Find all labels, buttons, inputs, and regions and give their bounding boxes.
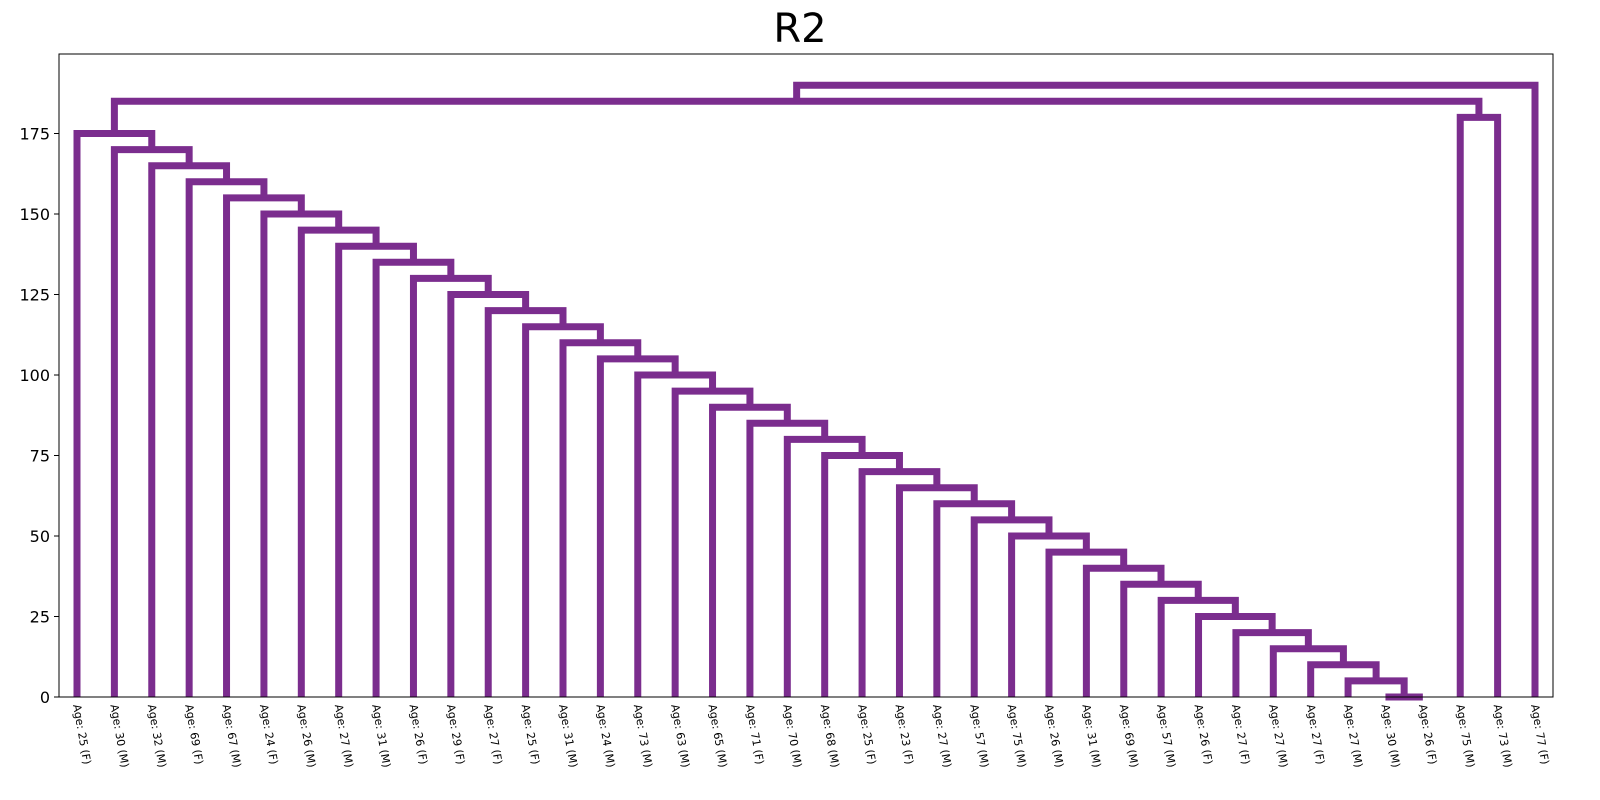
dendrogram-link: [1456, 113, 1502, 697]
leaf-label: Age: 71 (F): [743, 703, 766, 765]
leaf-label: Age: 27 (F): [1229, 703, 1252, 765]
leaf-label: Age: 77 (F): [1528, 703, 1551, 765]
leaf-label: Age: 26 (M): [294, 703, 318, 768]
leaf-label: Age: 68 (M): [818, 703, 842, 768]
y-tick-label: 25: [30, 608, 50, 627]
leaf-label: Age: 24 (F): [257, 703, 280, 765]
leaf-label: Age: 67 (M): [220, 703, 244, 768]
y-tick-label: 150: [19, 205, 50, 224]
leaf-label: Age: 23 (F): [893, 703, 916, 765]
dendrogram-links: [73, 81, 1539, 701]
leaf-label: Age: 73 (M): [631, 703, 655, 768]
leaf-label: Age: 25 (F): [855, 703, 878, 765]
leaf-label: Age: 63 (M): [668, 703, 692, 768]
y-tick-label: 0: [40, 688, 50, 707]
leaf-label: Age: 70 (M): [780, 703, 804, 768]
leaf-label: Age: 27 (M): [332, 703, 356, 768]
y-tick-label: 75: [30, 447, 50, 466]
leaf-label: Age: 26 (F): [407, 703, 430, 765]
plot-frame: [58, 53, 1554, 698]
leaf-label: Age: 75 (M): [1453, 703, 1477, 768]
leaf-label: Age: 30 (M): [107, 703, 131, 768]
leaf-label: Age: 31 (M): [556, 703, 580, 768]
leaf-label: Age: 69 (F): [182, 703, 205, 765]
leaf-label: Age: 57 (M): [967, 703, 991, 768]
y-axis: 0 25 50 75 100 125 150 175: [19, 125, 59, 707]
leaf-label: Age: 27 (M): [930, 703, 954, 768]
leaf-label: Age: 27 (F): [481, 703, 504, 765]
leaf-label: Age: 73 (M): [1491, 703, 1515, 768]
leaf-label: Age: 27 (F): [1304, 703, 1327, 765]
y-tick-label: 125: [19, 286, 50, 305]
leaf-label: Age: 25 (F): [70, 703, 93, 765]
leaf-label: Age: 69 (M): [1117, 703, 1141, 768]
leaf-label: Age: 24 (M): [593, 703, 617, 768]
x-axis: Age: 25 (F) Age: 30 (M) Age: 32 (M) Age: 69…: [70, 703, 1551, 768]
leaf-label: Age: 57 (M): [1154, 703, 1178, 768]
leaf-label: Age: 30 (M): [1379, 703, 1403, 768]
leaf-label: Age: 25 (F): [519, 703, 542, 765]
leaf-label: Age: 75 (M): [1005, 703, 1029, 768]
leaf-label: Age: 26 (M): [1042, 703, 1066, 768]
dendrogram-link: [110, 97, 1483, 134]
y-tick-label: 100: [19, 366, 50, 385]
leaf-label: Age: 32 (M): [145, 703, 169, 768]
leaf-label: Age: 65 (M): [706, 703, 730, 768]
leaf-label: Age: 31 (M): [369, 703, 393, 768]
leaf-label: Age: 29 (F): [444, 703, 467, 765]
leaf-label: Age: 26 (F): [1192, 703, 1215, 765]
y-tick-label: 50: [30, 527, 50, 546]
leaf-label: Age: 26 (F): [1416, 703, 1439, 765]
leaf-label: Age: 31 (M): [1079, 703, 1103, 768]
chart-title: R2: [773, 6, 827, 52]
leaf-label: Age: 27 (M): [1266, 703, 1290, 768]
y-tick-label: 175: [19, 125, 50, 144]
leaf-label: Age: 27 (M): [1341, 703, 1365, 768]
dendrogram-link: [793, 81, 1539, 697]
